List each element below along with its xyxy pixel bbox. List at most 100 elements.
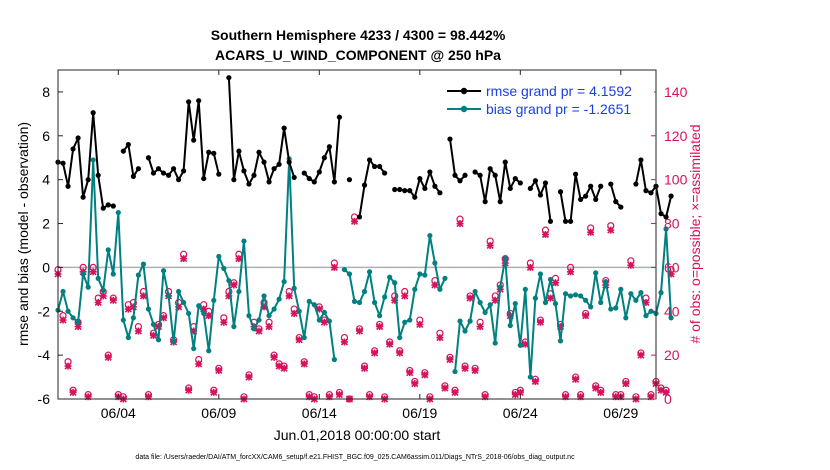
bias-point xyxy=(120,317,126,323)
rmse-point xyxy=(191,137,197,143)
assimilated-obs-marker xyxy=(215,366,223,375)
bias-point xyxy=(392,280,398,286)
rmse-point xyxy=(326,144,332,150)
bias-point xyxy=(562,291,569,297)
assimilated-obs-marker xyxy=(561,393,570,401)
assimilated-obs-marker xyxy=(536,318,544,326)
bias-point xyxy=(311,302,317,308)
bias-point xyxy=(633,297,639,303)
rmse-point xyxy=(593,196,599,203)
assimilated-obs-marker xyxy=(511,391,519,399)
rmse-point xyxy=(65,183,71,189)
assimilated-obs-marker xyxy=(180,255,188,263)
rmse-point xyxy=(306,175,312,182)
rmse-point xyxy=(462,172,468,178)
bias-point xyxy=(196,303,202,309)
bias-point xyxy=(361,288,368,295)
assimilated-obs-marker xyxy=(486,241,494,250)
rmse-point xyxy=(150,170,157,176)
assimilated-obs-marker xyxy=(481,393,489,401)
y-axis-left: -6 -4 -2 0 2 4 6 8 xyxy=(38,84,63,407)
assimilated-obs-marker xyxy=(220,318,228,326)
rmse-point xyxy=(432,183,438,189)
rmse-point xyxy=(482,199,488,205)
assimilated-obs-marker xyxy=(466,294,474,302)
assimilated-obs-marker xyxy=(275,362,283,370)
assimilated-obs-marker xyxy=(612,393,620,401)
bias-point xyxy=(663,226,669,232)
bias-point xyxy=(472,288,478,295)
assimilated-obs-marker xyxy=(476,323,484,331)
rmse-point xyxy=(266,179,272,185)
legend-bias-marker xyxy=(460,105,468,113)
plot-frame xyxy=(57,69,657,400)
bias-series xyxy=(55,156,674,380)
rmse-point xyxy=(246,181,252,187)
bias-point xyxy=(181,299,187,306)
assimilated-obs-marker xyxy=(84,393,92,401)
y-right-tick-label: 0 xyxy=(664,391,672,407)
rmse-point xyxy=(532,178,538,184)
bias-point xyxy=(497,284,503,290)
assimilated-obs-marker xyxy=(195,360,203,368)
bias-point xyxy=(467,318,473,324)
assimilated-obs-marker xyxy=(230,281,238,289)
rmse-point xyxy=(170,166,177,172)
bias-point xyxy=(326,318,332,324)
bias-point xyxy=(397,334,403,341)
x-tick-label: 06/24 xyxy=(503,405,538,421)
bias-point xyxy=(100,287,106,294)
bias-point xyxy=(377,313,383,319)
bias-point xyxy=(432,260,438,266)
x-tick-label: 06/09 xyxy=(201,405,236,421)
bias-point xyxy=(452,368,458,375)
assimilated-obs-marker xyxy=(245,373,253,381)
assimilated-obs-marker xyxy=(526,263,534,271)
y-left-tick-label: 4 xyxy=(42,172,50,188)
bias-point xyxy=(251,326,257,332)
bias-point xyxy=(130,315,136,321)
bias-point xyxy=(276,296,282,302)
bias-point xyxy=(366,269,373,275)
assimilated-obs-marker xyxy=(74,323,82,331)
assimilated-obs-marker xyxy=(109,296,117,304)
rmse-point xyxy=(186,99,192,105)
bias-point xyxy=(301,334,307,341)
assimilated-obs-marker xyxy=(235,255,243,263)
bias-point xyxy=(236,288,242,295)
assimilated-obs-marker xyxy=(59,316,67,324)
x-tick-label: 06/04 xyxy=(101,405,136,421)
rmse-point xyxy=(291,174,297,181)
rmse-point xyxy=(346,177,353,183)
bias-point xyxy=(422,272,428,278)
assimilated-obs-marker xyxy=(607,226,615,234)
assimilated-obs-marker xyxy=(531,377,539,386)
x-tick-label: 06/29 xyxy=(603,405,638,421)
bias-point xyxy=(623,315,629,321)
chart-title-line1: Southern Hemisphere 4233 / 4300 = 98.442… xyxy=(211,27,506,43)
rmse-point xyxy=(176,177,182,183)
bias-point xyxy=(537,271,544,277)
rmse-point xyxy=(487,166,493,172)
y-left-tick-label: 2 xyxy=(42,216,50,232)
bias-point xyxy=(266,313,272,319)
bias-point xyxy=(618,286,624,292)
x-tick-label: 06/14 xyxy=(302,405,337,421)
assimilated-obs-marker xyxy=(124,305,132,313)
bias-point xyxy=(105,247,111,253)
bias-point xyxy=(382,294,388,300)
bias-point xyxy=(331,356,337,363)
assimilated-obs-marker xyxy=(360,364,369,372)
rmse-point xyxy=(361,182,368,188)
bias-point xyxy=(216,253,222,260)
legend-box xyxy=(444,80,654,120)
rmse-point xyxy=(492,172,498,178)
rmse-point xyxy=(85,177,91,183)
bias-point xyxy=(482,309,488,315)
bias-point xyxy=(572,292,579,298)
bias-point xyxy=(487,302,493,308)
footnote: data file: /Users/raeder/DAI/ATM_forcXX/… xyxy=(135,454,575,461)
assimilated-obs-marker xyxy=(396,349,404,357)
y-left-tick-label: 6 xyxy=(42,128,50,144)
